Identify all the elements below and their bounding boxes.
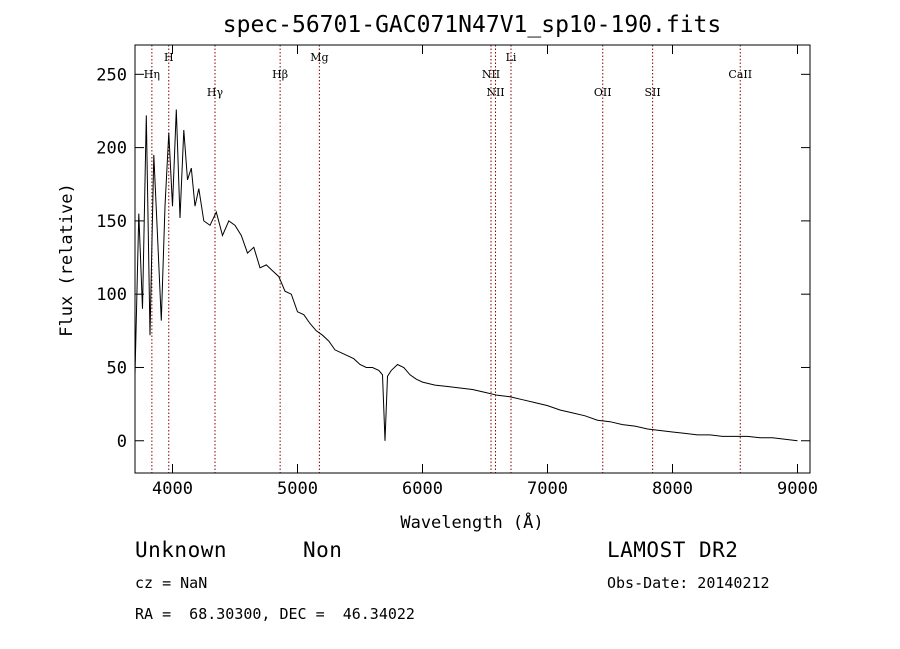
y-tick-label: 200 (96, 139, 127, 159)
redshift-value: cz = NaN (135, 574, 208, 592)
plot-frame (134, 44, 811, 474)
x-tick-label: 9000 (777, 479, 818, 499)
y-tick-label: 100 (96, 285, 127, 305)
chart-title: spec-56701-GAC071N47V1_sp10-190.fits (223, 12, 722, 38)
spectral-line-label: Hβ (272, 68, 288, 81)
x-axis-label: Wavelength (Å) (400, 511, 543, 533)
survey-name: LAMOST DR2 (607, 538, 739, 562)
y-tick-label: 50 (107, 358, 127, 378)
spectral-line-label: NII (486, 86, 504, 99)
x-tick-label: 4000 (152, 479, 193, 499)
object-subclass: Non (303, 538, 343, 562)
spectral-line-label: OII (594, 86, 612, 99)
y-axis-label: Flux (relative) (57, 183, 77, 337)
spectral-line-label: CaII (728, 68, 752, 81)
object-class: Unknown (135, 538, 228, 562)
spectral-line-label: NII (482, 68, 500, 81)
spectral-line-label: Hη (144, 68, 160, 81)
x-tick-label: 6000 (402, 479, 443, 499)
x-tick-label: 7000 (527, 479, 568, 499)
y-tick-label: 0 (117, 432, 127, 452)
y-tick-label: 250 (96, 65, 127, 85)
spectral-line-label: H (164, 51, 174, 64)
spectral-line-label: Li (506, 51, 517, 64)
spectrum-line (134, 109, 798, 442)
coordinates: RA = 68.30300, DEC = 46.34022 (135, 605, 415, 623)
spectral-line-label: Mg (310, 51, 328, 64)
x-tick-label: 8000 (652, 479, 693, 499)
observation-date: Obs-Date: 20140212 (607, 574, 770, 592)
y-tick-label: 150 (96, 212, 127, 232)
spectral-line-label: Hγ (207, 86, 224, 99)
x-tick-label: 5000 (277, 479, 318, 499)
plot-area: Hη H Hγ Hβ Mg NII NII Li OII SII CaII 4000 5000 6000 7… (96, 45, 818, 499)
spectral-line-label: SII (645, 86, 661, 99)
